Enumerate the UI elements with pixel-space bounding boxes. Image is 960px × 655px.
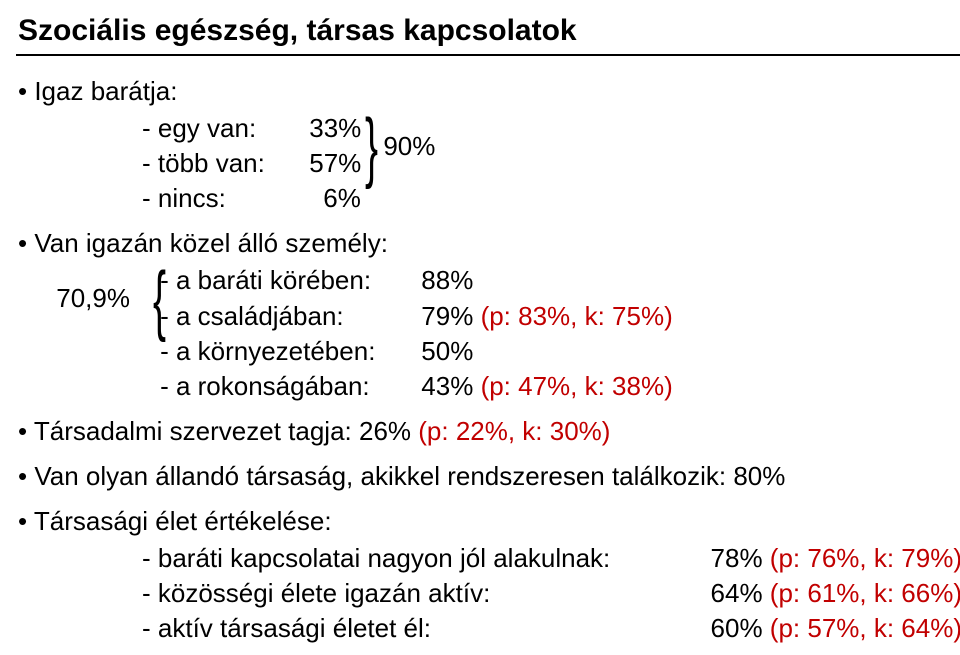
close-l4-label: - a rokonságában: bbox=[160, 369, 414, 404]
friend-none-label: - nincs: bbox=[142, 181, 302, 216]
friend-bullet: • Igaz barátja: bbox=[18, 74, 942, 109]
close-l1-label: - a baráti körében: bbox=[160, 263, 414, 298]
close-l4-red: (p: 47%, k: 38%) bbox=[481, 371, 673, 401]
friend-one-val: 33% bbox=[309, 113, 361, 143]
eval-r2-label: - közösségi élete igazán aktív: bbox=[142, 576, 490, 611]
page-title: Szociális egészség, társas kapcsolatok bbox=[18, 14, 942, 48]
friend-sum: 90% bbox=[383, 129, 435, 164]
company-line: • Van olyan állandó társaság, akikkel re… bbox=[18, 459, 942, 494]
eval-r1-val: 78% bbox=[711, 543, 770, 573]
eval-r3-red: (p: 57%, k: 64%) bbox=[770, 613, 960, 643]
eval-r1-red: (p: 76%, k: 79%) bbox=[770, 543, 960, 573]
org-line: • Társadalmi szervezet tagja: 26% (p: 22… bbox=[18, 414, 942, 449]
close-left-pct: 70,9% bbox=[56, 281, 130, 316]
close-l2-red: (p: 83%, k: 75%) bbox=[481, 301, 673, 331]
eval-r3-val: 60% bbox=[711, 613, 770, 643]
eval-r2-val: 64% bbox=[711, 578, 770, 608]
friend-more-label: - több van: bbox=[142, 146, 302, 181]
close-l2-label: - a családjában: bbox=[160, 299, 414, 334]
eval-block: - baráti kapcsolatai nagyon jól alakulna… bbox=[142, 541, 942, 646]
eval-r2-red: (p: 61%, k: 66%) bbox=[770, 578, 960, 608]
org-text: • Társadalmi szervezet tagja: 26% bbox=[18, 416, 418, 446]
close-block: 70,9% { - a baráti körében: 88% - a csal… bbox=[18, 263, 942, 403]
close-l2-val: 79% bbox=[421, 301, 480, 331]
friend-more-val: 57% bbox=[309, 148, 361, 178]
eval-r3-label: - aktív társasági életet él: bbox=[142, 611, 431, 646]
close-l3-label: - a környezetében: bbox=[160, 334, 414, 369]
friend-block: - egy van: 33% - több van: 57% } 90% bbox=[142, 111, 942, 181]
eval-bullet: • Társasági élet értékelése: bbox=[18, 504, 942, 539]
org-red: (p: 22%, k: 30%) bbox=[418, 416, 610, 446]
eval-r1-label: - baráti kapcsolatai nagyon jól alakulna… bbox=[142, 541, 610, 576]
brace-left-icon: { bbox=[153, 264, 166, 334]
title-rule bbox=[16, 54, 960, 56]
close-l4-val: 43% bbox=[421, 371, 480, 401]
close-l3-val: 50% bbox=[421, 336, 473, 366]
brace-right-icon: } bbox=[365, 115, 378, 177]
friend-none-val: 6% bbox=[323, 183, 361, 213]
body-text: • Igaz barátja: - egy van: 33% - több va… bbox=[18, 74, 942, 646]
friend-one-label: - egy van: bbox=[142, 111, 302, 146]
close-l1-val: 88% bbox=[421, 265, 473, 295]
